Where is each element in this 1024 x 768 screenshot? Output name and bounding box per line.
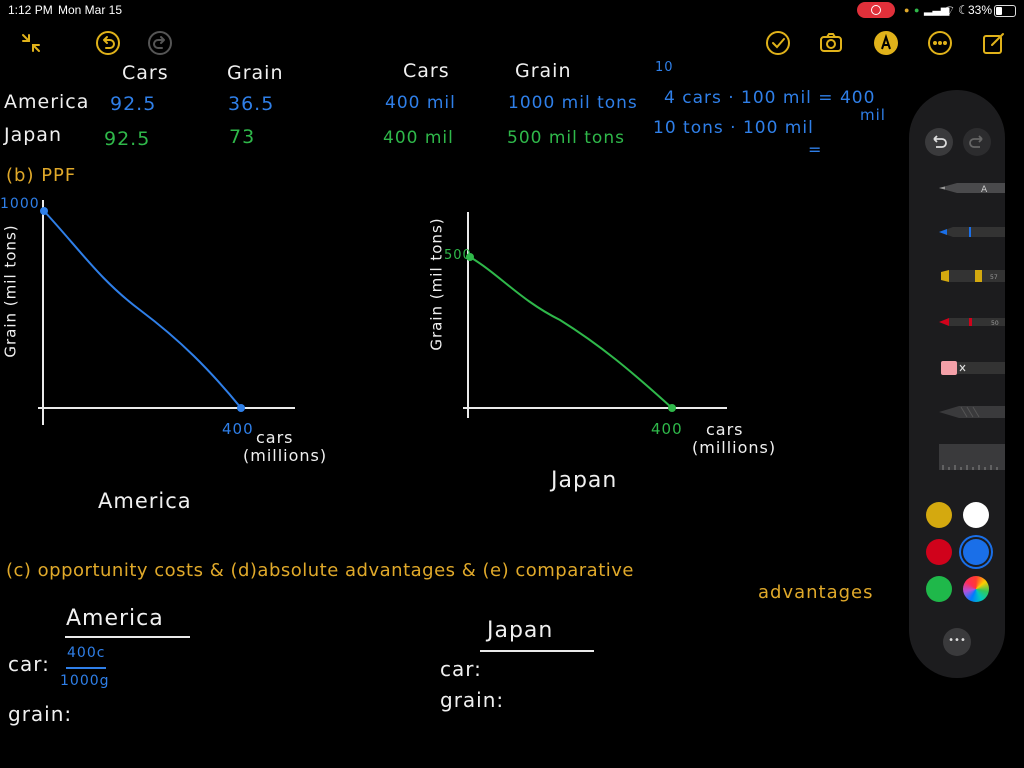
color-swatch-yellow[interactable] xyxy=(926,502,952,528)
tool-palette: A 57 50 ••• xyxy=(909,90,1005,678)
color-picker-multicolor[interactable] xyxy=(963,576,989,602)
row-japan-grain-total: 500 mil tons xyxy=(507,128,625,148)
header-cars-right: Cars xyxy=(403,60,450,82)
camera-indicator-icon: ● xyxy=(914,5,920,15)
row-japan-cars-time: 92.5 xyxy=(104,128,151,150)
section-cde-heading: (c) opportunity costs & (d)absolute adva… xyxy=(6,560,634,581)
undo-icon[interactable] xyxy=(95,30,121,56)
oc-america-car-label: car: xyxy=(8,652,50,676)
markup-check-icon[interactable] xyxy=(765,30,791,56)
japan-y-intercept-dot xyxy=(466,253,474,261)
status-date: Mon Mar 15 xyxy=(58,3,123,17)
pencil-tool-mark: A xyxy=(981,185,988,195)
color-swatch-green[interactable] xyxy=(926,576,952,602)
row-america-grain-total: 1000 mil tons xyxy=(508,93,638,113)
wifi-icon: ⌔ xyxy=(944,3,956,17)
header-grain-left: Grain xyxy=(227,62,284,84)
row-japan-label: Japan xyxy=(4,124,62,146)
pencil-tool[interactable]: A xyxy=(939,180,1005,195)
japan-y-tick: 500 xyxy=(444,248,472,263)
oc-japan-heading: Japan xyxy=(487,618,554,643)
compose-icon[interactable] xyxy=(981,30,1007,56)
japan-caption: Japan xyxy=(551,468,618,493)
section-cde-heading-cont: advantages xyxy=(758,582,874,603)
lasso-tool[interactable] xyxy=(939,404,1005,418)
oc-japan-grain-label: grain: xyxy=(440,688,505,712)
japan-x-tick: 400 xyxy=(651,420,683,438)
status-bar: 1:12 PM Mon Mar 15 ● ● ▂▃▅ ⌔ ☾ 33% xyxy=(0,0,1024,20)
battery-percent: 33% xyxy=(968,3,993,17)
cellular-signal-icon: ▂▃▅ xyxy=(924,4,950,16)
america-y-label: Grain (mil tons) xyxy=(1,224,20,358)
mic-indicator-icon: ● xyxy=(904,5,910,15)
japan-y-label: Grain (mil tons) xyxy=(427,217,446,351)
row-america-label: America xyxy=(4,91,90,113)
calc-line-2-cont: = xyxy=(808,140,823,159)
japan-ppf-line xyxy=(469,256,673,409)
japan-x-label-1: cars xyxy=(706,420,744,439)
color-swatch-white[interactable] xyxy=(963,502,989,528)
calc-line-1: 4 cars · 100 mil = 400 xyxy=(664,88,876,108)
america-x-tick: 400 xyxy=(222,420,254,438)
section-b-heading: (b) PPF xyxy=(6,165,77,186)
japan-x-label-2: (millions) xyxy=(692,438,777,457)
america-caption: America xyxy=(98,489,192,513)
marker-tool-mark: 50 xyxy=(991,320,999,327)
oc-america-grain-label: grain: xyxy=(8,702,73,726)
eraser-tool[interactable] xyxy=(939,360,1005,375)
ruler-tool[interactable] xyxy=(939,444,1005,470)
battery-icon xyxy=(994,5,1016,17)
palette-more-button[interactable]: ••• xyxy=(943,628,971,656)
palette-undo-icon[interactable] xyxy=(925,128,953,156)
row-america-grain-time: 36.5 xyxy=(228,93,275,115)
clipped-number: 10 xyxy=(655,60,674,75)
status-time: 1:12 PM xyxy=(8,3,53,17)
america-ppf-line xyxy=(43,210,242,409)
highlighter-tool[interactable]: 57 xyxy=(939,268,1005,282)
header-grain-right: Grain xyxy=(515,60,572,82)
america-y-intercept-dot xyxy=(40,207,48,215)
america-x-intercept-dot xyxy=(237,404,245,412)
color-swatch-blue-selected[interactable] xyxy=(963,539,989,565)
row-america-cars-time: 92.5 xyxy=(110,93,157,115)
palette-redo-icon[interactable] xyxy=(963,128,991,156)
america-x-label-2: (millions) xyxy=(243,446,328,465)
calc-line-2: 10 tons · 100 mil xyxy=(653,118,814,138)
oc-america-heading: America xyxy=(66,606,164,631)
oc-america-car-denominator: 1000g xyxy=(60,673,110,689)
row-america-cars-total: 400 mil xyxy=(385,93,456,113)
pen-markup-icon[interactable] xyxy=(873,30,899,56)
screen-recording-icon[interactable] xyxy=(857,2,895,18)
row-japan-grain-time: 73 xyxy=(229,126,256,148)
camera-icon[interactable] xyxy=(818,30,844,56)
row-japan-cars-total: 400 mil xyxy=(383,128,454,148)
oc-japan-car-label: car: xyxy=(440,657,482,681)
oc-america-car-numerator: 400c xyxy=(67,645,106,661)
japan-x-intercept-dot xyxy=(668,404,676,412)
calc-line-1-cont: mil xyxy=(860,106,886,124)
more-ellipsis-icon[interactable] xyxy=(927,30,953,56)
collapse-arrows-icon[interactable] xyxy=(18,30,44,56)
redo-icon[interactable] xyxy=(147,30,173,56)
marker-tool[interactable]: 50 xyxy=(939,314,1005,328)
highlighter-tool-mark: 57 xyxy=(990,274,998,281)
moon-icon: ☾ xyxy=(958,3,969,17)
pen-tool[interactable] xyxy=(939,224,1005,238)
america-y-tick: 1000 xyxy=(0,196,40,212)
color-swatch-red[interactable] xyxy=(926,539,952,565)
america-x-label-1: cars xyxy=(256,428,294,447)
header-cars-left: Cars xyxy=(122,62,169,84)
